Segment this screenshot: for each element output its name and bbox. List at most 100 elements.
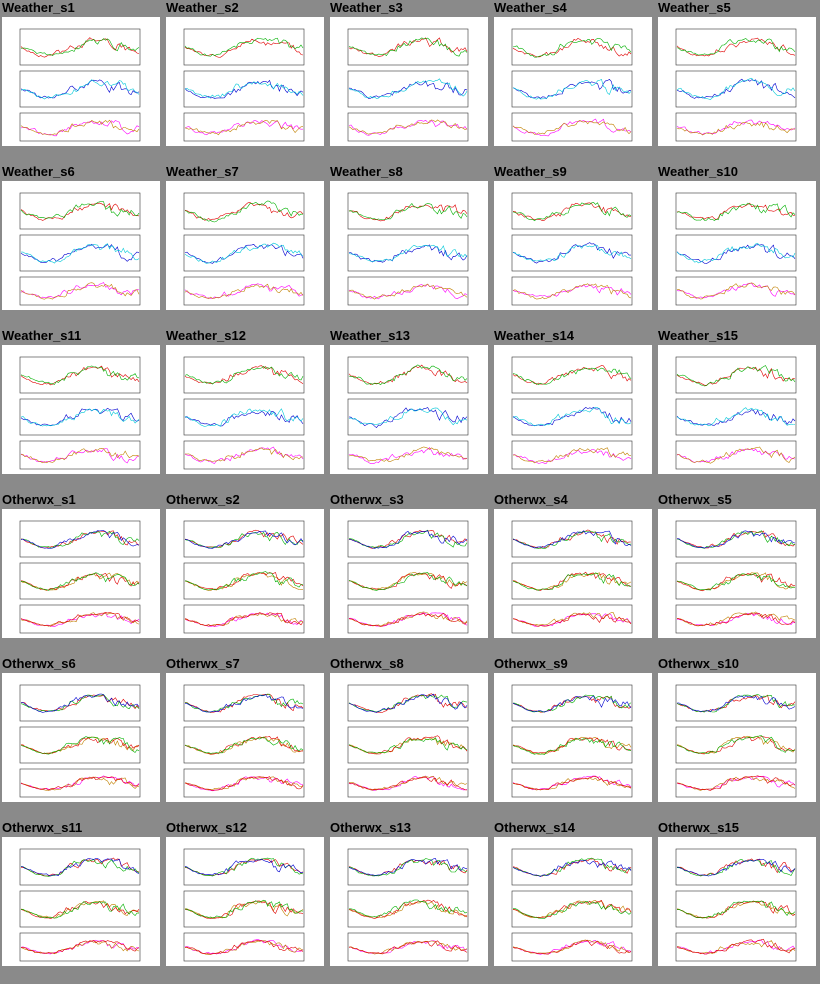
plot-thumbnail[interactable] [166,509,324,638]
plot-series-line [20,858,140,877]
plot-series-line [20,612,140,628]
plot-panel-frame [347,356,469,394]
plot-series-line [348,858,468,876]
plot-thumbnail[interactable] [2,181,160,310]
thumbnail-cell[interactable]: Otherwx_s10 [656,656,820,820]
plot-thumbnail[interactable] [494,509,652,638]
plot-thumbnail[interactable] [166,673,324,802]
thumbnail-cell[interactable]: Weather_s3 [328,0,492,164]
plot-series-line [348,693,468,713]
thumbnail-cell[interactable]: Weather_s11 [0,328,164,492]
plot-thumbnail[interactable] [166,17,324,146]
plot-series-line [348,119,468,135]
plot-thumbnail[interactable] [166,837,324,966]
thumbnail-title: Weather_s12 [166,328,246,343]
plot-thumbnail[interactable] [658,17,816,146]
thumbnail-title: Otherwx_s5 [658,492,732,507]
plot-thumbnail[interactable] [2,837,160,966]
thumbnail-cell[interactable]: Otherwx_s3 [328,492,492,656]
thumbnail-cell[interactable]: Weather_s9 [492,164,656,328]
plot-thumbnail[interactable] [330,673,488,802]
plot-panel-frame [19,932,141,962]
thumbnail-cell[interactable]: Weather_s12 [164,328,328,492]
thumbnail-cell[interactable]: Otherwx_s9 [492,656,656,820]
plot-series-line [512,860,632,877]
thumbnail-cell[interactable]: Weather_s15 [656,328,820,492]
thumbnail-cell[interactable]: Otherwx_s13 [328,820,492,984]
mini-plot [183,520,305,634]
thumbnail-title: Weather_s7 [166,164,239,179]
thumbnail-cell[interactable]: Weather_s13 [328,328,492,492]
plot-thumbnail[interactable] [658,837,816,966]
plot-panel-frame [183,768,305,798]
plot-panel-frame [675,520,797,558]
plot-series-line [676,611,796,627]
plot-thumbnail[interactable] [494,181,652,310]
plot-series-line [676,530,796,549]
plot-thumbnail[interactable] [166,345,324,474]
plot-panel-frame [19,604,141,634]
plot-panel-frame [347,562,469,600]
plot-panel-frame [347,398,469,436]
thumbnail-title: Weather_s15 [658,328,738,343]
plot-series-line [348,446,468,463]
thumbnail-cell[interactable]: Otherwx_s7 [164,656,328,820]
plot-thumbnail[interactable] [494,673,652,802]
plot-series-line [20,79,140,99]
thumbnail-cell[interactable]: Otherwx_s1 [0,492,164,656]
thumbnail-title: Weather_s9 [494,164,567,179]
plot-series-line [20,901,139,919]
thumbnail-cell[interactable]: Weather_s8 [328,164,492,328]
plot-series-line [512,242,631,264]
plot-thumbnail[interactable] [658,345,816,474]
plot-thumbnail[interactable] [330,837,488,966]
thumbnail-cell[interactable]: Otherwx_s4 [492,492,656,656]
plot-series-line [677,776,796,791]
thumbnail-title: Otherwx_s1 [2,492,76,507]
plot-thumbnail[interactable] [494,17,652,146]
thumbnail-cell[interactable]: Otherwx_s14 [492,820,656,984]
plot-thumbnail[interactable] [2,17,160,146]
thumbnail-cell[interactable]: Weather_s1 [0,0,164,164]
plot-thumbnail[interactable] [658,673,816,802]
plot-thumbnail[interactable] [658,181,816,310]
plot-thumbnail[interactable] [2,673,160,802]
plot-thumbnail[interactable] [2,509,160,638]
plot-series-line [20,776,140,791]
plot-panel-frame [675,28,797,66]
thumbnail-cell[interactable]: Weather_s5 [656,0,820,164]
thumbnail-cell[interactable]: Otherwx_s6 [0,656,164,820]
plot-series-line [20,201,140,219]
thumbnail-cell[interactable]: Otherwx_s5 [656,492,820,656]
thumbnail-cell[interactable]: Weather_s10 [656,164,820,328]
plot-thumbnail[interactable] [330,181,488,310]
thumbnail-title: Otherwx_s3 [330,492,404,507]
plot-series-line [676,366,796,386]
thumbnail-cell[interactable]: Weather_s14 [492,328,656,492]
plot-panel-frame [183,234,305,272]
plot-thumbnail[interactable] [494,837,652,966]
thumbnail-cell[interactable]: Weather_s7 [164,164,328,328]
thumbnail-cell[interactable]: Weather_s6 [0,164,164,328]
thumbnail-cell[interactable]: Otherwx_s2 [164,492,328,656]
plot-panel-frame [19,726,141,764]
plot-series-line [20,775,140,791]
plot-thumbnail[interactable] [494,345,652,474]
thumbnail-cell[interactable]: Otherwx_s15 [656,820,820,984]
plot-panel-frame [183,848,305,886]
plot-thumbnail[interactable] [2,345,160,474]
thumbnail-cell[interactable]: Otherwx_s8 [328,656,492,820]
thumbnail-cell[interactable]: Otherwx_s11 [0,820,164,984]
thumbnail-cell[interactable]: Otherwx_s12 [164,820,328,984]
plot-thumbnail[interactable] [166,181,324,310]
thumbnail-cell[interactable]: Weather_s4 [492,0,656,164]
plot-thumbnail[interactable] [330,509,488,638]
plot-series-line [20,408,140,427]
plot-series-line [512,120,632,135]
plot-series-line [676,530,796,549]
thumbnail-title: Weather_s3 [330,0,403,15]
plot-thumbnail[interactable] [330,17,488,146]
plot-thumbnail[interactable] [330,345,488,474]
thumbnail-cell[interactable]: Weather_s2 [164,0,328,164]
plot-thumbnail[interactable] [658,509,816,638]
